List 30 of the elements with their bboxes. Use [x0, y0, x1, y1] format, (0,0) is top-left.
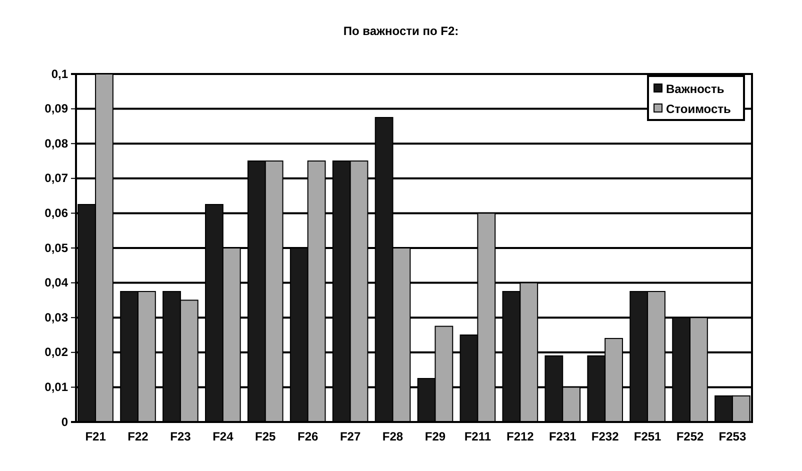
y-tick-label: 0,08 [44, 136, 68, 150]
y-tick-label: 0 [61, 414, 68, 429]
y-tick-label: 0,01 [44, 380, 68, 394]
x-tick-label: F212 [506, 430, 534, 444]
chart-title: По важности по F2: [343, 24, 459, 38]
x-tick-label: F232 [591, 430, 620, 444]
y-tick-label: 0,03 [44, 310, 68, 324]
x-tick-label: F22 [128, 430, 149, 444]
x-tick-label: F27 [340, 430, 361, 444]
y-tick-label: 0,1 [51, 66, 68, 81]
x-tick-label: F28 [382, 430, 404, 444]
x-tick-label: F253 [718, 430, 746, 444]
x-tick-label: F251 [634, 430, 662, 444]
y-tick-label: 0,05 [44, 240, 68, 255]
x-tick-label: F24 [212, 430, 234, 444]
legend-label: Стоимость [666, 102, 731, 116]
y-tick-label: 0,07 [44, 171, 68, 186]
x-tick-label: F23 [170, 430, 192, 444]
x-tick-label: F252 [676, 430, 704, 444]
legend-label: Важность [666, 82, 724, 96]
x-tick-label: F25 [255, 430, 276, 444]
y-tick-label: 0,06 [44, 206, 68, 220]
y-tick-label: 0,02 [44, 345, 68, 360]
x-tick-label: F231 [548, 430, 577, 444]
x-tick-label: F29 [424, 430, 446, 444]
x-tick-label: F26 [298, 430, 319, 444]
y-tick-label: 0,09 [44, 102, 68, 116]
y-tick-label: 0,04 [44, 276, 68, 290]
x-tick-label: F211 [464, 430, 492, 444]
x-tick-label: F21 [85, 430, 106, 444]
